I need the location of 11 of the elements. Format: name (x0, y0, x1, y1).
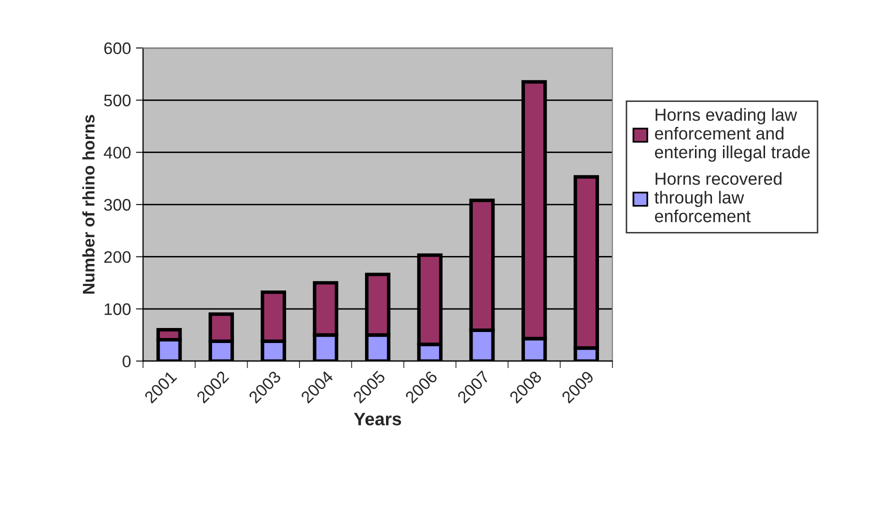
legend-label: Horns evading law enforcement and entering illegal trade (654, 108, 810, 162)
legend-label: Horns recovered through law enforcement (654, 172, 782, 222)
y-axis-title: Number of rhino horns (82, 114, 95, 294)
y-tick-label: 0 (122, 355, 131, 368)
x-axis-title: Years (354, 412, 402, 426)
y-tick-label: 200 (104, 251, 131, 263)
y-tick-label: 300 (104, 198, 131, 211)
y-tick-label: 600 (104, 42, 131, 54)
y-tick-label: 100 (104, 303, 131, 316)
y-tick-label: 400 (104, 146, 131, 159)
y-tick-label: 500 (104, 94, 131, 106)
